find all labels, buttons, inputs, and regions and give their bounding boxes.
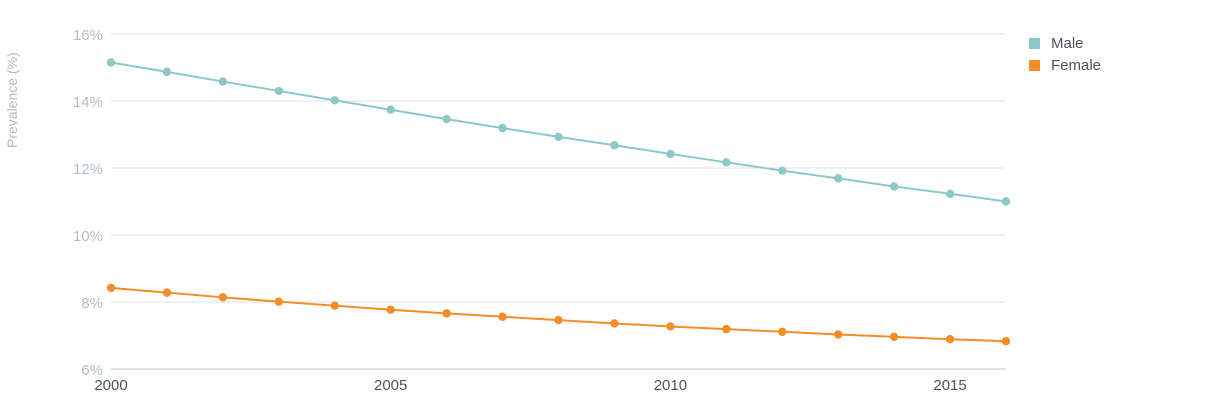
data-point-female-2016 [1001, 336, 1011, 346]
data-point-female-2009 [610, 319, 619, 328]
y-axis-ticks: 6% 8% 10% 12% 14% 16% [73, 27, 103, 379]
y-tick-label-10: 10% [73, 228, 103, 245]
series-line-male [110, 61, 1007, 203]
data-point-female-2012 [778, 327, 787, 337]
data-point-female-2004 [330, 301, 339, 310]
x-tick-label-2005: 2005 [374, 377, 407, 394]
data-point-female-2001 [162, 288, 172, 297]
x-tick-label-2010: 2010 [654, 377, 687, 394]
data-point-female-2007 [498, 312, 507, 321]
data-point-male-2001 [162, 67, 172, 77]
data-point-female-2014 [889, 332, 899, 342]
data-point-female-2015 [945, 334, 955, 344]
data-point-male-2003 [274, 86, 284, 96]
x-tick-label-2000: 2000 [94, 377, 127, 394]
data-point-male-2007 [498, 123, 507, 133]
data-point-female-2011 [722, 324, 731, 334]
legend: Male Female [1029, 32, 1101, 76]
gridlines [111, 33, 1006, 370]
y-tick-label-14: 14% [73, 94, 103, 111]
y-tick-label-12: 12% [73, 161, 103, 178]
data-point-female-2006 [442, 309, 451, 318]
data-point-female-2013 [833, 330, 843, 339]
series-group [106, 58, 1011, 346]
data-point-male-2011 [722, 158, 731, 167]
data-point-male-2000 [106, 58, 116, 67]
legend-label-male: Male [1051, 34, 1084, 52]
data-point-female-2010 [666, 322, 675, 331]
y-tick-label-16: 16% [73, 27, 103, 44]
data-point-male-2016 [1001, 197, 1011, 206]
y-tick-label-8: 8% [81, 295, 103, 312]
data-point-male-2002 [218, 77, 228, 86]
data-point-male-2012 [778, 166, 787, 175]
legend-swatch-male [1029, 37, 1040, 49]
data-point-female-2008 [554, 315, 563, 325]
data-point-male-2013 [833, 174, 843, 183]
series-line-female [110, 286, 1007, 343]
data-point-male-2010 [666, 149, 675, 159]
data-point-female-2002 [218, 293, 228, 302]
legend-label-female: Female [1051, 56, 1102, 74]
data-point-male-2009 [610, 141, 619, 150]
data-point-male-2005 [386, 105, 395, 114]
data-point-female-2005 [386, 305, 395, 314]
data-point-male-2015 [945, 189, 955, 198]
legend-item-male[interactable]: Male [1029, 32, 1101, 54]
y-tick-label-6: 6% [81, 362, 103, 379]
legend-swatch-female [1029, 59, 1040, 71]
y-axis-label: Prevalence (%) [4, 52, 20, 148]
x-tick-label-2015: 2015 [933, 377, 966, 394]
data-point-male-2006 [442, 114, 451, 124]
x-axis-ticks: 2000 2005 2010 2015 [94, 377, 966, 394]
legend-item-female[interactable]: Female [1029, 54, 1101, 76]
data-point-male-2004 [330, 96, 339, 105]
data-point-female-2003 [274, 297, 284, 306]
data-point-male-2014 [889, 182, 899, 191]
data-point-female-2000 [106, 283, 116, 293]
data-point-male-2008 [554, 132, 563, 142]
